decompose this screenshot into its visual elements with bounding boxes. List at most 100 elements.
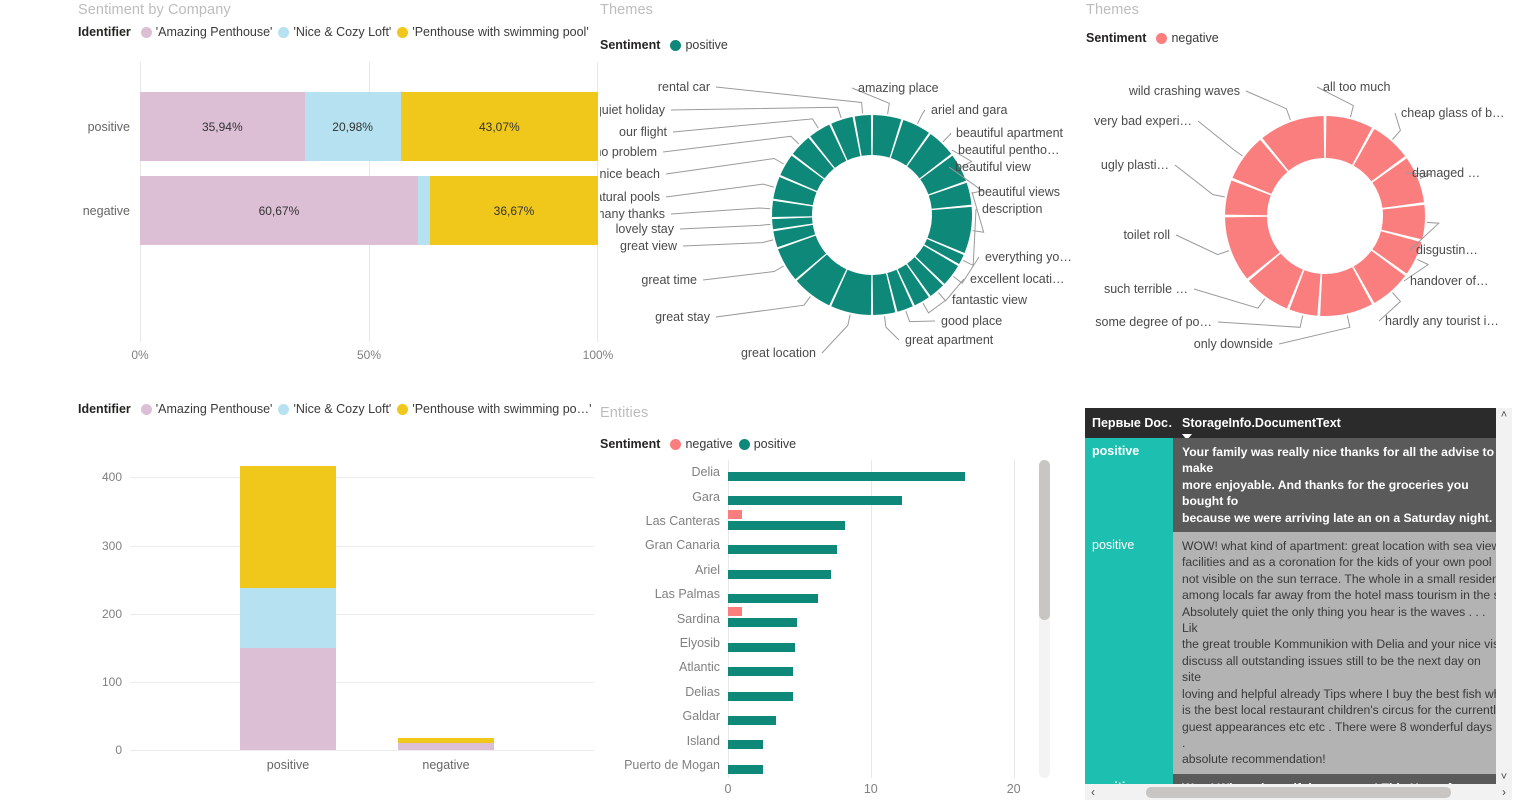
themes-negative-donut[interactable]: all too much cheap glass of b… damaged … di… [1080,0,1536,380]
entity-bar-positive[interactable] [728,642,795,652]
donut-slice[interactable] [872,273,896,315]
column-segment[interactable] [398,742,494,744]
column-positive[interactable] [240,466,336,750]
column-segment[interactable] [398,743,494,750]
entity-row[interactable]: Las Palmas [655,582,1014,606]
themes-positive-donut[interactable]: amazing place ariel and gara beautiful apa… [600,0,1080,380]
bar-segment[interactable] [417,176,431,245]
donut-slice[interactable] [1289,270,1321,316]
table-vertical-scrollbar[interactable]: ˄ ˅ [1496,408,1512,784]
table-row[interactable]: positive WOW! what kind of apartment: gre… [1085,532,1512,774]
donut-slice[interactable] [1372,231,1422,274]
entity-row[interactable]: Gara [692,484,1014,508]
entity-row[interactable]: Island [687,728,1014,752]
legend-item-negative-2[interactable]: negative [670,437,733,451]
table-horizontal-scrollbar[interactable]: ‹ › [1085,784,1512,800]
entity-row[interactable]: Delias [685,680,1014,704]
bar-segment[interactable]: 35,94% [140,92,305,161]
legend-item-nice-cozy-loft[interactable]: 'Nice & Cozy Loft' [278,25,391,39]
donut-slice[interactable] [773,177,817,206]
entity-row[interactable]: Elyosib [680,631,1014,655]
donut-slice[interactable] [1372,158,1425,208]
bar-segment[interactable]: 36,67% [430,176,598,245]
entity-row[interactable]: Puerto de Mogan [624,753,1014,777]
entity-bar-negative[interactable] [728,509,742,519]
legend-item-negative[interactable]: negative [1156,31,1219,45]
donut-slice[interactable] [897,264,929,306]
entity-bar-positive[interactable] [728,667,794,677]
entity-bar-positive[interactable] [728,520,845,530]
scroll-right-icon[interactable]: › [1502,785,1506,799]
entity-bar-positive[interactable] [728,594,818,603]
scroll-down-icon[interactable]: ˅ [1500,771,1508,783]
donut-slice[interactable] [907,257,944,296]
legend-item-positive[interactable]: positive [670,38,728,52]
scroll-left-icon[interactable]: ‹ [1091,785,1095,799]
bar-segment[interactable]: 43,07% [400,92,598,161]
donut-slice[interactable] [831,116,861,161]
donut-slice[interactable] [1248,253,1303,309]
entity-row[interactable]: Gran Canaria [645,533,1014,557]
entity-bar-positive[interactable] [728,569,832,579]
legend-item-amazing-penthouse-2[interactable]: 'Amazing Penthouse' [140,402,272,416]
entity-bar-positive[interactable] [728,740,764,750]
donut-slice[interactable] [772,217,813,230]
donut-slice[interactable] [1262,116,1325,171]
donut-slice[interactable] [1353,129,1406,182]
donut-slice[interactable] [887,269,913,312]
entity-bar-positive[interactable] [728,691,794,701]
donut-slice[interactable] [1225,216,1280,279]
entity-bar-positive[interactable] [728,618,798,628]
donut-slice[interactable] [1381,204,1425,240]
entity-bar-negative[interactable] [728,607,742,617]
entity-row[interactable]: Las Canteras [646,509,1014,533]
column-header-document-text[interactable]: StorageInfo.DocumentText [1173,416,1512,440]
donut-slice[interactable] [831,269,872,315]
donut-slice[interactable] [928,182,972,209]
donut-slice[interactable] [1325,116,1372,165]
entity-bar-positive[interactable] [728,545,837,555]
donut-slice[interactable] [924,238,964,265]
donut-slice[interactable] [792,137,834,179]
table-row[interactable]: positiveWow! What a beautiful apartment!… [1085,773,1512,784]
donut-slice[interactable] [778,235,827,280]
donut-slice[interactable] [1225,180,1271,216]
donut-slice[interactable] [1353,250,1406,303]
entities-scrollbar-thumb[interactable] [1039,460,1050,620]
legend-item-amazing-penthouse[interactable]: 'Amazing Penthouse' [140,25,272,39]
column-segment[interactable] [240,466,336,588]
column-negative[interactable] [398,738,494,750]
column-header-sentiment[interactable]: Первые Doc… [1092,416,1173,430]
legend-item-nice-cozy-loft-2[interactable]: 'Nice & Cozy Loft' [278,402,391,416]
scroll-up-icon[interactable]: ˄ [1500,409,1508,421]
entities-scrollbar[interactable] [1039,460,1050,778]
bar-row-positive[interactable]: positive 35,94% 20,98% 43,07% [88,92,598,161]
column-segment[interactable] [398,738,494,743]
donut-slice[interactable] [780,155,824,192]
donut-slice[interactable] [927,206,972,253]
bar-segment[interactable]: 20,98% [304,92,401,161]
entity-row[interactable]: Atlantic [679,655,1014,679]
donut-slice[interactable] [915,245,959,284]
entity-bar-positive[interactable] [728,496,903,506]
legend-item-penthouse-pool-2[interactable]: 'Penthouse with swimming po…' [397,402,592,416]
donut-slice[interactable] [1320,267,1372,316]
bar-row-negative[interactable]: negative 60,67% 36,67% [83,176,598,245]
donut-slice[interactable] [773,224,816,248]
entity-bar-positive[interactable] [728,764,764,774]
table-row[interactable]: positive Your family was really nice than… [1085,438,1512,533]
legend-item-penthouse-pool[interactable]: 'Penthouse with swimming pool' [397,25,589,39]
donut-slice[interactable] [854,115,872,156]
entity-row[interactable]: Sardina [677,606,1014,630]
donut-slice[interactable] [872,115,902,158]
donut-slice[interactable] [796,254,847,306]
entity-row[interactable]: Ariel [695,558,1014,582]
donut-slice[interactable] [1232,139,1288,194]
legend-item-positive-2[interactable]: positive [738,437,796,451]
donut-slice[interactable] [772,200,813,217]
entity-row[interactable]: Delia [692,460,1014,484]
entity-row[interactable]: Galdar [682,704,1014,728]
hscroll-thumb[interactable] [1146,786,1451,798]
donut-slice[interactable] [810,124,847,168]
bar-segment[interactable]: 60,67% [140,176,418,245]
